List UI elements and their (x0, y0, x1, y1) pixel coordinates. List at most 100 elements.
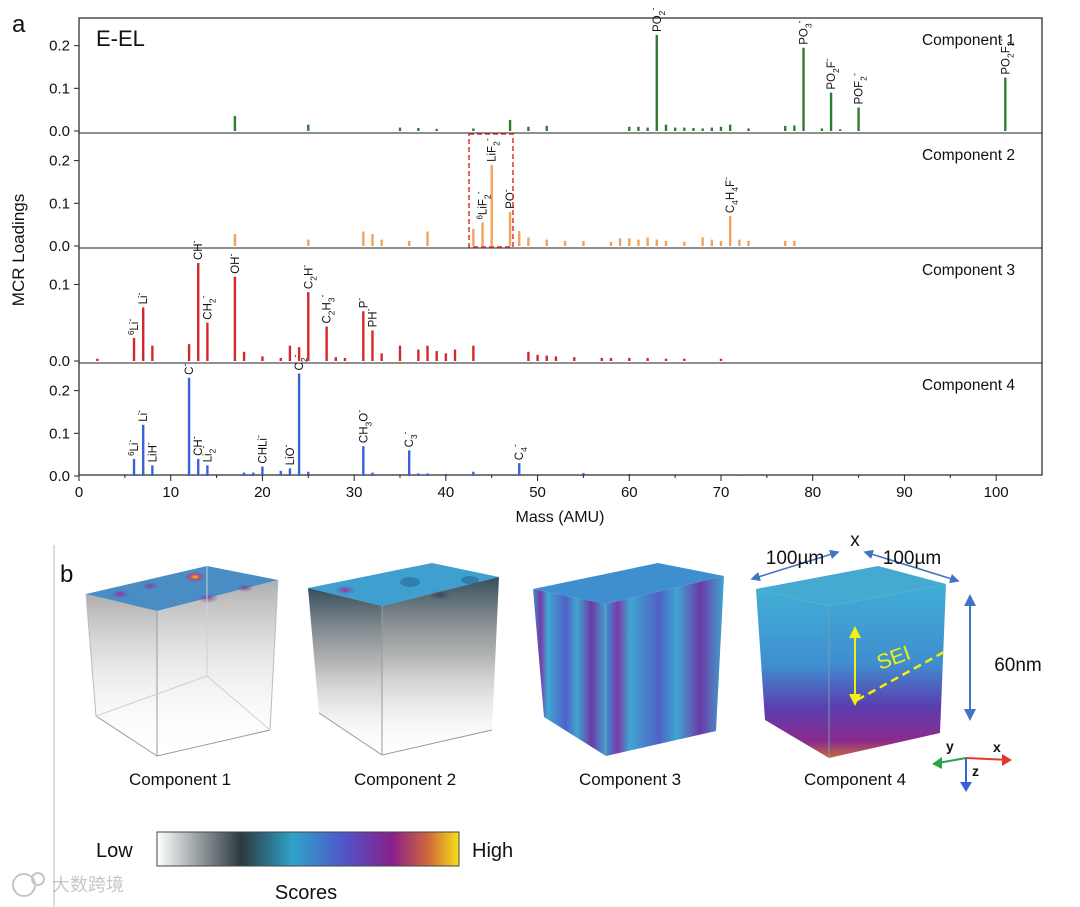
y-tick-label: 0.2 (49, 153, 70, 170)
peak-label: PO3- (795, 20, 814, 44)
cube1-right (157, 580, 278, 756)
peak-label: PO2F2- (996, 39, 1015, 75)
width-arrow-2 (863, 549, 960, 584)
y-tick-label: 0.1 (49, 276, 70, 293)
cube2-spot (400, 577, 420, 587)
y-tick-label: 0.0 (49, 468, 70, 485)
watermark-logo-icon (31, 872, 45, 886)
peak-label: CHLi- (253, 435, 269, 464)
panel-2: 0.0 0.1 0.2 6LiF2- LiF2- PO- C4H4F- Component 2 (49, 138, 1015, 255)
cube2-spot (461, 576, 479, 584)
y-tick-label: 0.1 (49, 195, 70, 212)
panel-1: 0.0 0.1 0.2 PO2- PO3- PO2F- POF2- PO2F2-Compone… (49, 8, 1015, 140)
component-label: Component 1 (922, 32, 1015, 49)
y-axis-label: MCR Loadings (9, 194, 28, 306)
cube4-label: Component 4 (804, 770, 906, 789)
cube1-top (86, 566, 278, 611)
component-label: Component 4 (922, 377, 1015, 394)
colorbar-low-label: Low (96, 840, 133, 862)
cube2-left (308, 588, 382, 755)
cube3-label: Component 3 (579, 770, 681, 789)
cube3-left (533, 589, 606, 756)
watermark-text: 大数跨境 (52, 875, 124, 896)
peak-label: CH- (189, 436, 205, 456)
peak-label: Li- (134, 410, 150, 422)
panel-b-letter: b (60, 561, 73, 588)
y-tick-label: 0.0 (49, 238, 70, 255)
triad-y-arrowhead (932, 757, 942, 769)
peak-label: C2H- (299, 265, 318, 289)
x-tick-label: 70 (713, 484, 730, 501)
triad-z-arrowhead (960, 782, 972, 792)
peak-label: PH- (363, 308, 379, 327)
y-tick-label: 0.2 (49, 383, 70, 400)
cube1-spot (141, 582, 159, 590)
y-tick-label: 0.0 (49, 123, 70, 140)
x-tick-label: 10 (162, 484, 179, 501)
colorbar-title: Scores (275, 882, 337, 904)
peak-label: CH2- (198, 295, 217, 319)
chart-title: E-EL (96, 26, 145, 51)
cube3-top (533, 563, 724, 604)
cube1-edge (269, 579, 279, 731)
peak-label: 6Li- (125, 319, 141, 335)
cube1-label: Component 1 (129, 770, 231, 789)
peak-label: LiO- (281, 444, 297, 465)
cube-component-4: 100µm x 100µm 60nm SEI Component 4 (750, 530, 1042, 789)
cube1-left (86, 594, 157, 756)
peak-label: CH- (189, 240, 205, 260)
x-tick-label: 20 (254, 484, 271, 501)
component-label: Component 2 (922, 147, 1015, 164)
width-label-1: 100µm (766, 548, 824, 569)
plot-frame (78, 17, 1043, 476)
panel-4: 0.0 0.1 0.2 6Li- Li- LiH- C- CH-Li2- CHLi- LiO- C2… (49, 354, 1015, 485)
component-label: Component 3 (922, 262, 1015, 279)
x-tick-label: 80 (804, 484, 821, 501)
highlight-box (468, 133, 514, 248)
axes-triad: x y z (932, 738, 1012, 792)
depth-label: 60nm (994, 655, 1042, 676)
x-tick-label: 40 (438, 484, 455, 501)
peak-label: C3- (400, 431, 419, 447)
triad-x-label: x (993, 739, 1001, 755)
x-tick-label: 30 (346, 484, 363, 501)
chart-panels: 0.00.10.2PO2-PO3-PO2F-POF2-PO2F2-Compone… (49, 8, 1015, 485)
x-axis-label: Mass (AMU) (516, 509, 605, 526)
peak-label: PO2F- (822, 58, 841, 89)
x-tick-label: 0 (75, 484, 83, 501)
triad-y-axis (937, 757, 967, 764)
colorbar-high-label: High (472, 840, 513, 862)
width-arrow-1 (750, 549, 840, 582)
cube2-right (382, 577, 499, 755)
y-tick-label: 0.1 (49, 80, 70, 97)
y-tick-label: 0.0 (49, 353, 70, 370)
cube1-spot (185, 572, 205, 582)
panel-3: 0.0 0.1 6Li- Li- CH- CH2- OH- C2H-C2H3- P-PH- Com… (49, 240, 1015, 370)
cube2-spot (334, 585, 356, 595)
peak-label: CH3O- (354, 410, 373, 443)
colorbar: Low High Scores (96, 831, 513, 904)
x-tick-label: 90 (896, 484, 913, 501)
cube4-left (756, 589, 829, 758)
watermark: 大数跨境 (12, 872, 124, 897)
x-tick-label: 60 (621, 484, 638, 501)
peak-label: PO2- (648, 8, 667, 32)
peak-label: P- (354, 298, 370, 309)
cube-component-3: Component 3 (533, 563, 724, 789)
cube1-edge (85, 593, 97, 717)
x-dimension-label: x (850, 530, 860, 551)
y-tick-label: 0.2 (49, 38, 70, 55)
peak-label: Li- (134, 292, 150, 304)
peak-label: C2- (290, 354, 309, 370)
peak-label: PO- (501, 189, 517, 209)
x-tick-label: 50 (529, 484, 546, 501)
cube3-right (606, 576, 724, 756)
peak-label: Li2- (198, 446, 217, 463)
plot-area (78, 17, 1043, 476)
peak-label: 6Li- (125, 440, 141, 456)
x-axis: 0 10 20 30 40 50 60 70 80 90 100 (75, 475, 1009, 501)
panel-a-letter: a (12, 11, 26, 38)
peak-label: OH- (226, 254, 242, 274)
width-label-2: 100µm (883, 548, 941, 569)
